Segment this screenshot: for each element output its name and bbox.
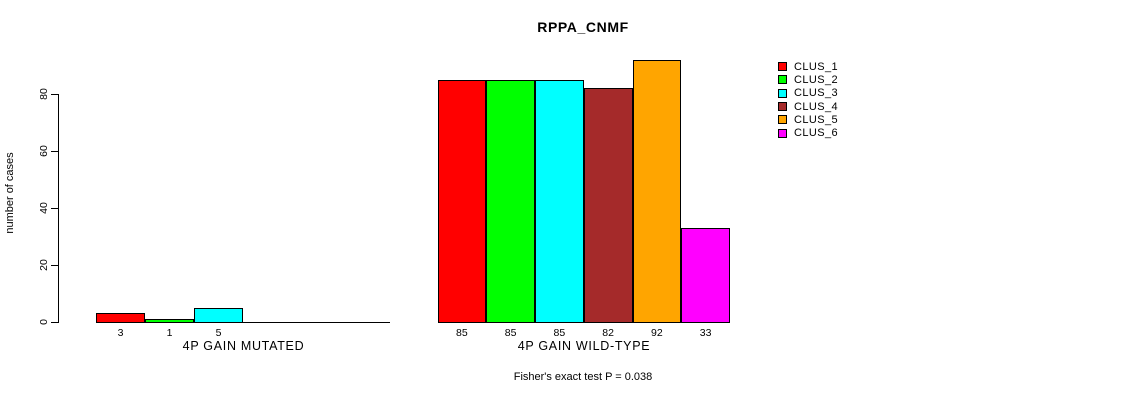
chart-title: RPPA_CNMF [537, 19, 629, 35]
bar-clus_3 [535, 79, 584, 323]
legend-swatch [778, 62, 787, 72]
bar-clus_1 [437, 79, 487, 323]
y-tick-mark [51, 322, 58, 323]
legend-swatch [778, 102, 787, 112]
legend-swatch [778, 75, 787, 85]
y-tick-label: 60 [38, 145, 50, 157]
legend: CLUS_1 CLUS_2 CLUS_3 CLUS_4 CLUS_5 CLUS_6 [778, 60, 838, 140]
legend-item: CLUS_2 [778, 73, 838, 86]
legend-swatch [778, 128, 787, 138]
legend-label: CLUS_2 [794, 73, 838, 86]
bar-clus_2 [486, 79, 535, 323]
legend-item: CLUS_5 [778, 113, 838, 126]
bar-clus_2 [145, 319, 194, 323]
y-tick-mark [51, 151, 58, 152]
legend-label: CLUS_4 [794, 100, 838, 113]
legend-item: CLUS_1 [778, 60, 838, 73]
y-tick-mark [51, 265, 58, 266]
y-tick-label: 80 [38, 88, 50, 100]
legend-label: CLUS_1 [794, 60, 838, 73]
bar-value-label: 33 [699, 327, 712, 339]
y-axis-line [58, 94, 59, 323]
group-label-mutated: 4P GAIN MUTATED [182, 339, 305, 353]
y-tick-label: 0 [38, 319, 50, 325]
bar-clus_4 [583, 88, 633, 323]
group-label-wildtype: 4P GAIN WILD-TYPE [517, 339, 651, 353]
legend-label: CLUS_6 [794, 127, 838, 140]
fisher-test-annotation: Fisher's exact test P = 0.038 [513, 371, 653, 383]
bar-value-label: 1 [166, 327, 173, 339]
bar-value-label: 5 [215, 327, 222, 339]
bar-clus_5 [632, 59, 682, 323]
legend-item: CLUS_4 [778, 100, 838, 113]
y-tick-mark [51, 94, 58, 95]
y-axis-label: number of cases [4, 152, 16, 234]
legend-label: CLUS_3 [794, 87, 838, 100]
legend-label: CLUS_5 [794, 113, 838, 126]
bar-value-label: 85 [553, 327, 566, 339]
bar-value-label: 92 [651, 327, 663, 339]
bar-clus_3 [194, 307, 243, 323]
bar-clus_1 [96, 313, 145, 323]
bar-clus_6 [681, 227, 730, 323]
bar-value-label: 85 [456, 327, 468, 339]
legend-swatch [778, 115, 787, 125]
bar-value-label: 85 [504, 327, 517, 339]
bar-value-label: 82 [602, 327, 614, 339]
y-tick-mark [51, 208, 58, 209]
y-tick-label: 20 [38, 259, 50, 271]
legend-item: CLUS_3 [778, 87, 838, 100]
bar-value-label: 3 [117, 327, 124, 339]
legend-item: CLUS_6 [778, 126, 838, 139]
legend-swatch [778, 88, 787, 98]
x-axis-baseline [96, 322, 390, 323]
y-tick-label: 40 [38, 202, 50, 214]
